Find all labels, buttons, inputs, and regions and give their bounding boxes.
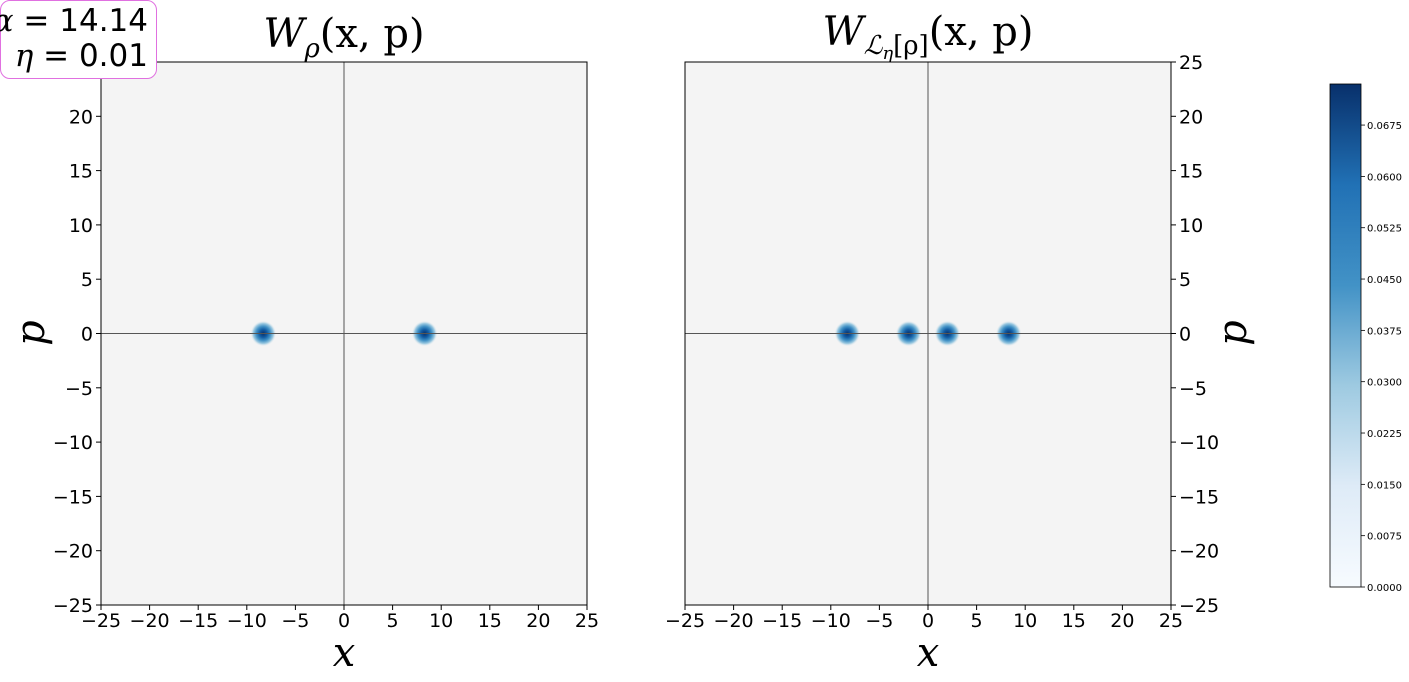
- y-tick-label: 20: [69, 106, 93, 128]
- y-tick-label: 5: [1179, 269, 1191, 291]
- colorbar-tick-label: 0.0150: [1367, 480, 1402, 491]
- y-tick-label: 20: [1179, 106, 1203, 128]
- eta-annotation: η = 0.01: [14, 38, 148, 74]
- x-tick-label: 25: [575, 610, 599, 632]
- y-tick-label: 5: [81, 269, 93, 291]
- x-tick-label: 15: [478, 610, 502, 632]
- y-tick-label: 0: [81, 324, 93, 346]
- y-tick-label: −5: [1179, 378, 1207, 400]
- y-tick-label: −15: [53, 486, 93, 508]
- colorbar-tick-label: 0.0225: [1367, 429, 1402, 440]
- left-heatmap-panel: −25 −20 −15 −10 −5 0 5 10 15 20 25 −25 −20 −15 −10 −5 0 5…: [53, 61, 599, 632]
- x-tick-label: 10: [1013, 610, 1037, 632]
- x-tick-label: 20: [526, 610, 550, 632]
- x-tick-label: −25: [81, 610, 121, 632]
- x-tick-label: −15: [178, 610, 218, 632]
- y-tick-label: −20: [53, 541, 93, 563]
- x-tick-label: −15: [762, 610, 802, 632]
- x-tick-label: −10: [227, 610, 267, 632]
- x-tick-label: 10: [429, 610, 453, 632]
- y-tick-label: 15: [69, 161, 93, 183]
- y-tick-label: 10: [1179, 215, 1203, 237]
- right-heatmap-panel: −25 −20 −15 −10 −5 0 5 10 15 20 25−25−20−15−10−505…: [665, 52, 1219, 632]
- y-tick-label: 10: [69, 215, 93, 237]
- right-panel-title: Wℒη[ρ](x, p): [822, 9, 1033, 64]
- left-y-axis-label: p: [8, 320, 54, 346]
- y-tick-label: 0: [1179, 324, 1191, 346]
- x-tick-label: −20: [714, 610, 754, 632]
- colorbar-tick-label: 0.0525: [1367, 224, 1402, 235]
- y-tick-label: −10: [1179, 432, 1219, 454]
- colorbar-tick-label: 0.0600: [1367, 172, 1402, 183]
- right-y-axis-label: p: [1210, 320, 1256, 346]
- y-tick-label: −5: [65, 378, 93, 400]
- y-tick-label: 25: [1179, 52, 1203, 74]
- y-tick-label: −15: [1179, 486, 1219, 508]
- x-tick-label: 0: [922, 610, 934, 632]
- x-tick-label: −5: [281, 610, 309, 632]
- right-x-axis-label: x: [917, 630, 940, 676]
- x-tick-label: −20: [130, 610, 170, 632]
- x-tick-label: 0: [338, 610, 350, 632]
- x-tick-label: −25: [665, 610, 705, 632]
- y-tick-label: −25: [1179, 595, 1219, 617]
- x-tick-label: 15: [1062, 610, 1086, 632]
- colorbar-tick-label: 0.0450: [1367, 275, 1402, 286]
- colorbar-tick-label: 0.0000: [1367, 583, 1402, 594]
- x-tick-label: −5: [865, 610, 893, 632]
- colorbar-gradient: [1329, 83, 1362, 588]
- colorbar-tick-label: 0.0675: [1367, 121, 1402, 132]
- alpha-annotation: α = 14.14: [0, 3, 148, 39]
- x-tick-label: 5: [387, 610, 399, 632]
- colorbar-tick-label: 0.0300: [1367, 378, 1402, 389]
- parameter-annotation-box: α = 14.14 η = 0.01: [0, 0, 157, 79]
- x-tick-label: 25: [1159, 610, 1183, 632]
- colorbar-tick-label: 0.0075: [1367, 532, 1402, 543]
- x-tick-label: −10: [811, 610, 851, 632]
- y-tick-label: −25: [53, 595, 93, 617]
- x-tick-label: 20: [1110, 610, 1134, 632]
- x-tick-label: 5: [971, 610, 983, 632]
- y-tick-label: −20: [1179, 541, 1219, 563]
- left-x-axis-label: x: [333, 630, 356, 676]
- y-tick-label: 15: [1179, 161, 1203, 183]
- left-panel-title: Wρ(x, p): [263, 11, 424, 64]
- colorbar-tick-label: 0.0375: [1367, 326, 1402, 337]
- y-tick-label: −10: [53, 432, 93, 454]
- colorbar: 0.0000 0.0075 0.0150 0.0225 0.0300 0.0375 0.04…: [1329, 83, 1402, 594]
